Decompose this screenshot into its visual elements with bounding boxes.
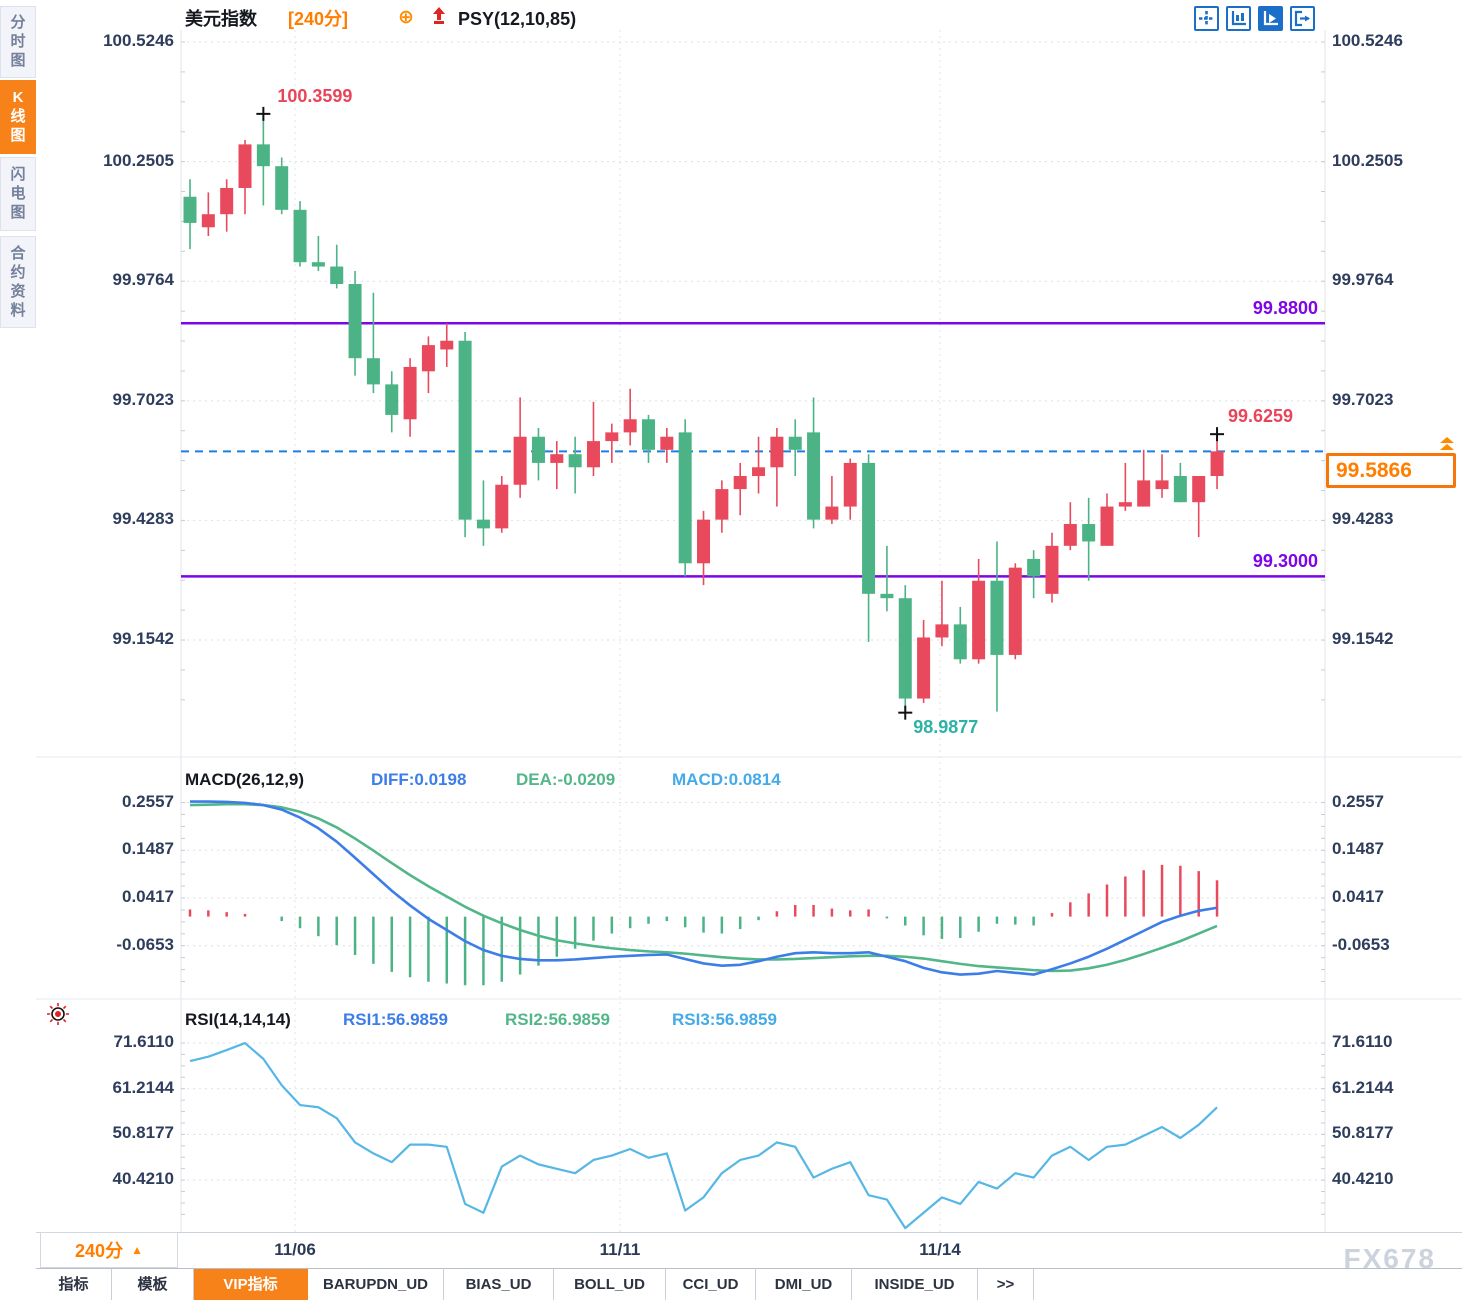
bottom-tab-bias_ud[interactable]: BIAS_UD bbox=[444, 1269, 554, 1300]
current-price-value: 99.5866 bbox=[1336, 459, 1412, 482]
price-annotation: 100.3599 bbox=[277, 85, 353, 106]
sidebar-tab-char: K bbox=[12, 89, 24, 106]
period-label[interactable]: [240分] bbox=[288, 9, 349, 29]
chart-toolbar bbox=[1194, 6, 1315, 31]
crosshair-move-icon[interactable] bbox=[1194, 6, 1219, 31]
bottom-tab->>[interactable]: >> bbox=[978, 1269, 1034, 1300]
axis-tick-label: 0.2557 bbox=[1332, 791, 1384, 811]
rsi1-value: RSI1:56.9859 bbox=[343, 1010, 448, 1029]
bottom-tab-vip[interactable]: VIP指标 bbox=[194, 1269, 308, 1300]
sidebar-tab-char: 图 bbox=[10, 52, 26, 69]
macd-dea-value: DEA:-0.0209 bbox=[516, 770, 616, 789]
sidebar-tab-0[interactable]: 分时图 bbox=[0, 6, 36, 78]
axis-tick-label: 99.1542 bbox=[112, 629, 174, 648]
rsi-title[interactable]: RSI(14,14,14) bbox=[185, 1010, 291, 1029]
rsi2-value: RSI2:56.9859 bbox=[505, 1010, 610, 1029]
axis-tick-label: -0.0653 bbox=[1332, 934, 1390, 954]
sidebar-tab-char: 合 bbox=[10, 244, 26, 262]
axis-tick-label: 99.9764 bbox=[1332, 270, 1394, 290]
date-label: 11/11 bbox=[599, 1240, 641, 1259]
price-up-arrow-icon bbox=[1436, 437, 1458, 460]
sidebar-tab-3[interactable]: 合约资料 bbox=[0, 236, 36, 328]
indicator-tab-bar: 指标 模板 VIP指标 BARUPDN_UD BIAS_UD BOLL_UD CCI_UD D… bbox=[36, 1268, 1462, 1300]
axis-tick-label: 40.4210 bbox=[112, 1169, 174, 1189]
chart-canvas[interactable] bbox=[0, 0, 1462, 1232]
sidebar-tab-char: 电 bbox=[10, 185, 26, 202]
price-level-label: 99.8800 bbox=[1252, 298, 1318, 319]
price-level-label: 99.3000 bbox=[1252, 551, 1318, 572]
axis-tick-label: 61.2144 bbox=[112, 1077, 174, 1097]
bottom-tab-barupdn_ud[interactable]: BARUPDN_UD bbox=[308, 1269, 444, 1300]
axis-tick-label: 61.2144 bbox=[1332, 1077, 1394, 1097]
period-selector-value: 240分 bbox=[75, 1241, 124, 1261]
macd-title[interactable]: MACD(26,12,9) bbox=[185, 770, 305, 789]
axis-tick-label: 0.1487 bbox=[1332, 839, 1384, 859]
macd-macd-value: MACD:0.0814 bbox=[672, 770, 781, 789]
axis-tick-label: -0.0653 bbox=[116, 934, 174, 954]
current-price-box: 99.5866 bbox=[1326, 453, 1456, 488]
axis-tick-label: 100.2505 bbox=[103, 150, 174, 170]
date-label: 11/14 bbox=[919, 1240, 961, 1259]
sidebar-tab-char: 图 bbox=[10, 127, 26, 144]
candles bbox=[183, 113, 1224, 713]
bottom-tab-boll_ud[interactable]: BOLL_UD bbox=[554, 1269, 666, 1300]
sidebar-tab-char: 分 bbox=[10, 14, 26, 31]
bottom-tab-[interactable]: 指标 bbox=[36, 1269, 112, 1300]
date-label: 11/06 bbox=[274, 1240, 316, 1259]
axis-tick-label: 0.0417 bbox=[1332, 887, 1384, 906]
axis-tick-label: 99.4283 bbox=[112, 509, 174, 529]
axes-play-icon[interactable] bbox=[1258, 6, 1283, 31]
axis-tick-label: 99.9764 bbox=[112, 270, 174, 290]
exit-panel-icon[interactable] bbox=[1290, 6, 1315, 31]
price-annotation: 99.6259 bbox=[1228, 406, 1294, 427]
sidebar-tab-char: 图 bbox=[10, 204, 26, 221]
axis-tick-label: 71.6110 bbox=[1332, 1032, 1393, 1051]
watermark: FX678 bbox=[1343, 1243, 1436, 1274]
axis-tick-label: 0.1487 bbox=[122, 839, 174, 859]
axis-tick-label: 0.2557 bbox=[122, 791, 174, 811]
indicator-label[interactable]: PSY(12,10,85) bbox=[458, 9, 577, 29]
axis-tick-label: 71.6110 bbox=[113, 1032, 174, 1051]
sidebar-tab-char: 料 bbox=[10, 301, 26, 319]
bottom-tab-[interactable]: 模板 bbox=[112, 1269, 194, 1300]
axes-candles-icon[interactable] bbox=[1226, 6, 1251, 31]
macd-diff-value: DIFF:0.0198 bbox=[371, 770, 467, 789]
add-indicator-icon[interactable]: ⊕ bbox=[398, 7, 414, 28]
period-selector[interactable]: 240分 ▲ bbox=[40, 1232, 178, 1268]
axis-tick-label: 100.5246 bbox=[103, 31, 174, 50]
bottom-tab-dmi_ud[interactable]: DMI_UD bbox=[756, 1269, 852, 1300]
sidebar-tab-char: 闪 bbox=[10, 166, 26, 183]
sidebar-tab-char: 约 bbox=[10, 263, 26, 281]
axis-tick-label: 99.1542 bbox=[1332, 629, 1394, 648]
axis-tick-label: 40.4210 bbox=[1332, 1169, 1394, 1189]
price-annotation: 98.9877 bbox=[913, 716, 979, 737]
sidebar-tab-char: 线 bbox=[10, 108, 26, 125]
axis-tick-label: 100.5246 bbox=[1332, 31, 1403, 50]
sidebar-tab-char: 时 bbox=[10, 33, 26, 50]
axis-tick-label: 50.8177 bbox=[1332, 1123, 1394, 1143]
axis-tick-label: 100.2505 bbox=[1332, 150, 1403, 170]
period-selector-arrow-icon: ▲ bbox=[131, 1243, 143, 1257]
axis-tick-label: 99.4283 bbox=[1332, 509, 1394, 529]
sidebar-tab-2[interactable]: 闪电图 bbox=[0, 157, 36, 231]
symbol-title: 美元指数 bbox=[185, 9, 257, 29]
bottom-tab-inside_ud[interactable]: INSIDE_UD bbox=[852, 1269, 978, 1300]
up-arrow-icon bbox=[430, 6, 448, 28]
live-indicator-icon bbox=[46, 1002, 70, 1031]
axis-tick-label: 99.7023 bbox=[1332, 389, 1394, 409]
sidebar-tab-char: 资 bbox=[10, 282, 26, 300]
axis-tick-label: 0.0417 bbox=[122, 887, 174, 906]
time-axis: 240分 ▲ 11/06 11/11 11/14 bbox=[36, 1232, 1462, 1268]
bottom-tab-cci_ud[interactable]: CCI_UD bbox=[666, 1269, 756, 1300]
rsi3-value: RSI3:56.9859 bbox=[672, 1010, 777, 1029]
axis-tick-label: 50.8177 bbox=[112, 1123, 174, 1143]
axis-tick-label: 99.7023 bbox=[112, 389, 174, 409]
